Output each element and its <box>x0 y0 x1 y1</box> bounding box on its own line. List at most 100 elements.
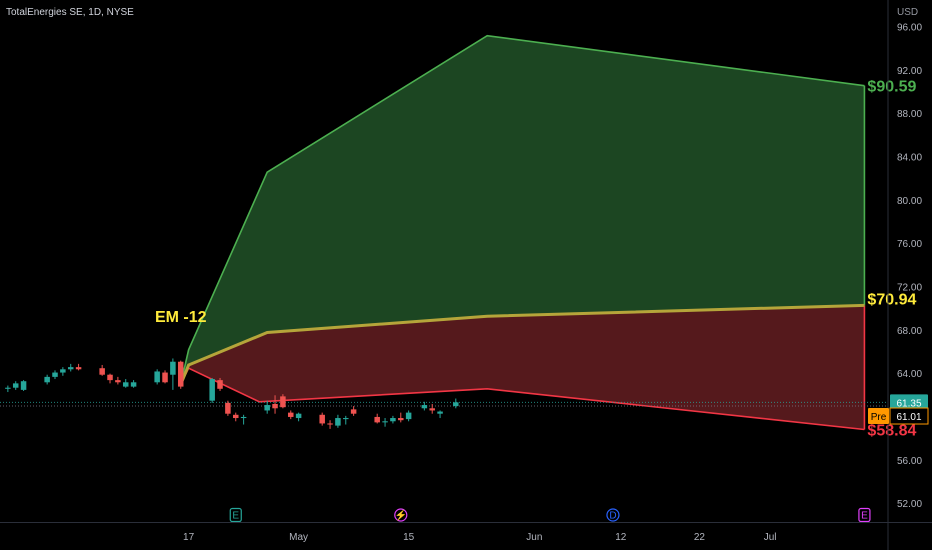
candle <box>67 363 74 372</box>
candle <box>60 367 66 376</box>
candle-body <box>209 379 215 401</box>
candle-body <box>122 382 129 387</box>
y-tick-label: 56.00 <box>897 456 922 467</box>
candle-body <box>382 421 388 423</box>
current-price-lines <box>0 401 888 407</box>
event-marker[interactable]: D <box>606 508 620 522</box>
last-price-tag <box>890 394 928 411</box>
candle-body <box>177 361 184 387</box>
candle-body <box>20 381 27 390</box>
candle-body <box>421 405 428 409</box>
y-tick-label: 92.00 <box>897 66 922 77</box>
y-tick-label: 76.00 <box>897 239 922 250</box>
candle-body <box>233 414 239 419</box>
y-tick-label: 84.00 <box>897 153 922 164</box>
x-tick-label: 17 <box>183 532 195 543</box>
event-marker[interactable]: ⚡ <box>394 508 408 522</box>
candle-body <box>437 411 443 414</box>
candle <box>437 410 443 419</box>
candle <box>429 403 435 414</box>
candle <box>327 420 333 429</box>
y-tick-label: 88.00 <box>897 109 922 120</box>
candle-body <box>75 367 82 370</box>
y-tick-label: 52.00 <box>897 499 922 510</box>
upper-band-line <box>179 34 865 385</box>
candle <box>382 418 388 427</box>
event-markers[interactable]: E ⚡ D E <box>229 507 871 523</box>
candle-body <box>162 372 168 383</box>
candle-body <box>374 416 380 423</box>
x-tick-label: May <box>289 532 308 543</box>
candle-body <box>405 412 412 420</box>
candle-body <box>115 380 121 383</box>
candle-body <box>99 368 105 375</box>
pre-market-prefix-tag <box>868 408 889 425</box>
candle-body <box>453 402 459 407</box>
candle <box>453 398 459 409</box>
event-marker-shape <box>858 507 871 523</box>
candle <box>162 370 168 384</box>
price-tags: 61.35 Pre 61.01 <box>868 394 929 425</box>
candle <box>398 412 404 423</box>
symbol-title: TotalEnergies SE, 1D, NYSE <box>6 7 134 18</box>
candle-body <box>154 371 160 383</box>
event-marker-label: ⚡ <box>395 509 407 522</box>
x-tick-label: Jun <box>526 532 542 543</box>
candle-body <box>272 403 278 409</box>
candle-body <box>295 413 302 419</box>
candle <box>99 364 105 376</box>
candle <box>115 376 121 385</box>
mid-band-line <box>179 303 865 386</box>
candle <box>350 406 357 416</box>
candle <box>217 377 223 391</box>
candle <box>374 413 380 424</box>
annotation-label: EM -12 <box>155 309 207 326</box>
candle <box>280 394 286 409</box>
candle <box>421 401 428 411</box>
candle-body <box>12 383 19 388</box>
event-marker-shape <box>229 507 242 523</box>
candle <box>405 410 412 422</box>
candle <box>5 385 11 393</box>
candle <box>335 414 341 428</box>
y-tick-label: 64.00 <box>897 369 922 380</box>
candles <box>5 358 459 429</box>
currency-label: USD <box>897 7 919 18</box>
event-marker[interactable]: E <box>858 507 871 523</box>
candle <box>20 380 27 391</box>
candle <box>264 400 270 414</box>
y-axis[interactable]: 96.00 92.00 88.00 84.00 80.00 76.00 72.00 68.00… <box>887 0 922 550</box>
candle-body <box>280 396 286 408</box>
candle <box>233 412 239 422</box>
y-tick-label: 68.00 <box>897 326 922 337</box>
x-tick-label: Jul <box>764 532 777 543</box>
candle <box>44 374 50 385</box>
candle-body <box>288 412 294 417</box>
candle <box>130 380 137 388</box>
last-price-value: 61.35 <box>896 398 921 409</box>
x-tick-label: 15 <box>403 532 415 543</box>
event-marker[interactable]: E <box>229 507 242 523</box>
candle <box>288 410 294 420</box>
x-tick-label: 12 <box>615 532 627 543</box>
event-marker-label: E <box>232 511 239 522</box>
candle-body <box>335 418 341 426</box>
candle-body <box>429 408 435 411</box>
candle-body <box>350 409 357 414</box>
lower-band-fill <box>180 305 865 430</box>
annotations: $90.59 $70.94 $58.84 EM -12 <box>155 79 917 440</box>
y-tick-label: 80.00 <box>897 196 922 207</box>
candle-body <box>240 416 247 419</box>
event-marker-label: E <box>861 511 868 522</box>
candle-body <box>107 374 113 381</box>
candle-body <box>264 405 270 411</box>
candle <box>390 415 396 424</box>
candle-body <box>60 369 66 373</box>
x-axis[interactable]: 17 May 15 Jun 12 22 Jul <box>0 522 932 544</box>
candle <box>170 358 176 390</box>
candle-body <box>327 423 333 425</box>
candle <box>75 363 82 371</box>
expected-move-bands <box>179 34 866 431</box>
candle-body <box>225 402 231 414</box>
